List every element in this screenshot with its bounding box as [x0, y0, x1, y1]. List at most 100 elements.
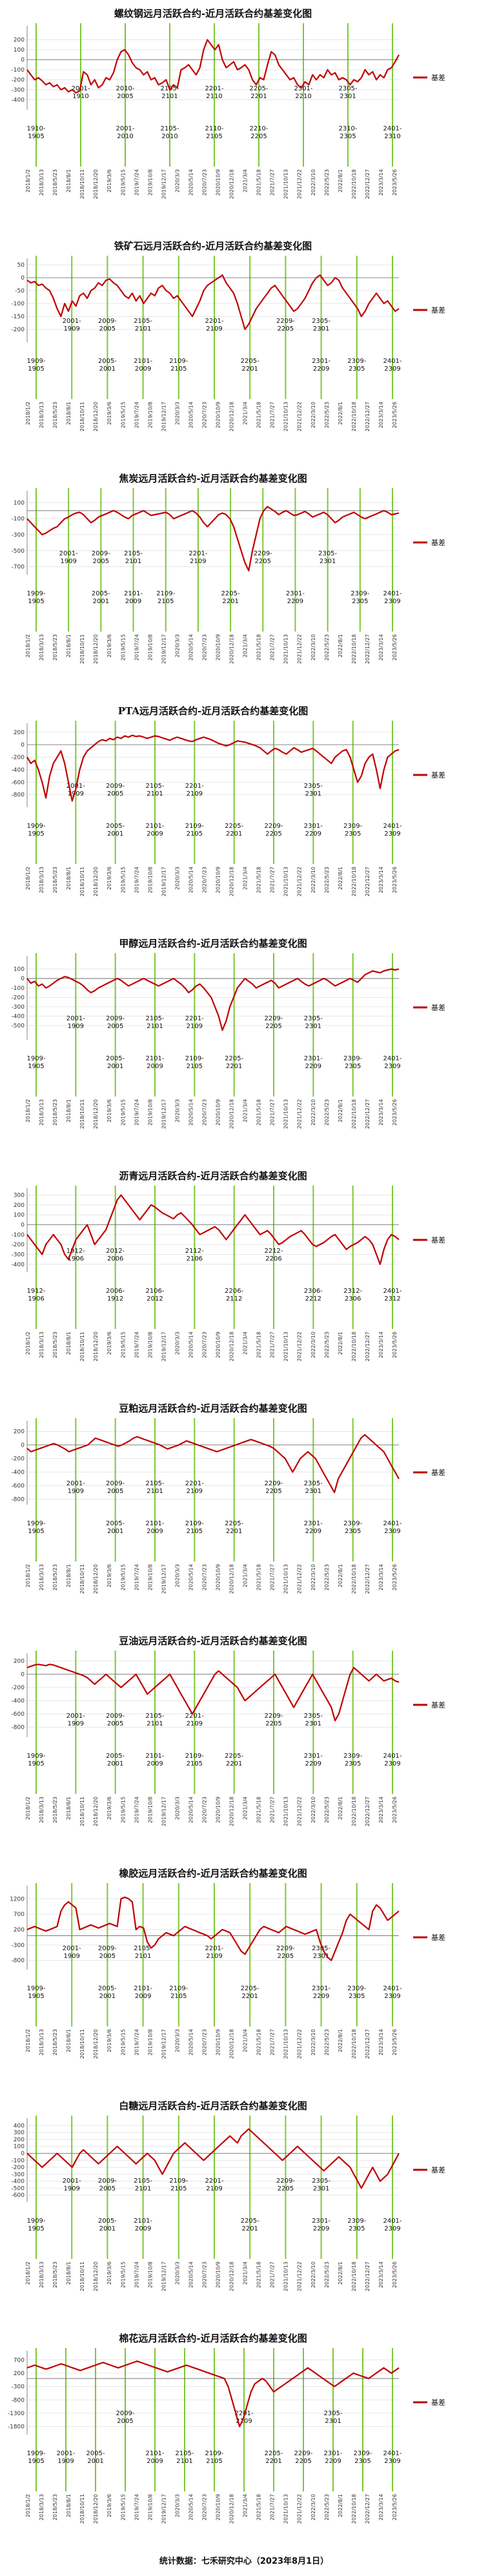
y-tick-label: -600	[12, 2192, 25, 2199]
x-tick-label: 2020/7/23	[201, 2029, 207, 2056]
y-tick-label: -300	[12, 532, 25, 539]
x-tick-label: 2022/3/10	[310, 634, 316, 661]
x-tick-label: 2021/10/13	[283, 867, 289, 896]
contract-label: 2109-2105	[185, 823, 204, 838]
x-tick-label: 2018/1/2	[25, 1099, 31, 1122]
y-tick-label: -200	[12, 2165, 25, 2171]
x-tick-label: 2020/12/18	[229, 2029, 235, 2059]
y-tick-label: -600	[12, 1711, 25, 1718]
x-tick-label: 2021/10/13	[283, 169, 289, 199]
y-tick-label: -400	[12, 1470, 25, 1476]
x-tick-label: 2020/5/14	[188, 402, 194, 428]
x-tick-label: 2022/8/1	[338, 1099, 343, 1122]
y-tick-label: -400	[12, 1262, 25, 1268]
series-line	[26, 506, 400, 572]
x-tick-label: 2022/12/27	[365, 169, 371, 199]
x-tick-label: 2019/5/15	[120, 1332, 126, 1358]
contract-label: 2001-1909	[63, 1945, 81, 1960]
contract-label: 2205-2201	[225, 1753, 243, 1767]
contract-label: 2005-2001	[106, 1753, 125, 1767]
x-tick-label: 2022/3/10	[310, 402, 316, 428]
x-tick-label: 2020/3/3	[174, 1099, 180, 1122]
chart-title: 橡胶远月活跃合约-近月活跃合约基差变化图	[119, 1868, 307, 1879]
contract-label: 2101-2009	[145, 1055, 164, 1070]
x-tick-label: 2021/5/18	[256, 1099, 262, 1126]
chart-panel: 豆粕远月活跃合约-近月活跃合约基差变化图 200 0 -200 -400 -600 -800…	[12, 1403, 445, 1594]
y-tick-label: -100	[12, 516, 25, 522]
x-tick-label: 2018/8/1	[66, 169, 72, 192]
x-tick-label: 2019/3/6	[107, 2029, 112, 2052]
x-tick-label: 2023/3/14	[378, 634, 384, 661]
x-tick-label: 2020/3/3	[174, 2029, 180, 2052]
y-tick-label: -800	[12, 2397, 25, 2404]
contract-label: 2301-2209	[304, 1753, 323, 1767]
contract-label: 2001-1909	[66, 1713, 85, 1727]
x-tick-label: 2019/5/15	[120, 1099, 126, 1126]
contract-label: 1909-1905	[26, 1520, 45, 1535]
contract-label: 1910-1905	[26, 125, 45, 140]
y-tick-label: 0	[21, 57, 25, 64]
x-tick-label: 2020/10/9	[216, 402, 221, 428]
contract-label: 2305-2301	[304, 783, 323, 798]
y-tick-label: 200	[14, 1927, 25, 1933]
x-tick-label: 2023/3/14	[378, 169, 384, 196]
y-tick-label: -500	[12, 548, 25, 555]
x-tick-label: 2018/10/11	[79, 1797, 85, 1826]
x-tick-label: 2019/3/6	[107, 2262, 112, 2285]
x-tick-label: 2021/7/27	[270, 634, 276, 661]
x-tick-label: 2022/12/27	[365, 2029, 371, 2059]
contract-label: 2209-2205	[254, 550, 272, 565]
x-tick-label: 2021/10/13	[283, 1332, 289, 1361]
x-tick-label: 2022/12/27	[365, 1332, 371, 1361]
x-tick-label: 2021/7/27	[270, 169, 276, 196]
chart-panel: 甲醇远月活跃合约-近月活跃合约基差变化图 100 0 -100 -200 -300 -400…	[12, 938, 445, 1129]
x-tick-label: 2022/8/1	[338, 1797, 343, 1820]
x-tick-label: 2019/5/15	[120, 2494, 126, 2520]
x-tick-label: 2021/10/13	[283, 2029, 289, 2059]
contract-label: 1912-1906	[66, 1248, 85, 1262]
contract-label: 2101-2009	[145, 2450, 164, 2465]
x-tick-label: 2018/5/23	[52, 1564, 58, 1591]
x-tick-label: 2022/10/18	[351, 169, 357, 199]
y-tick-label: 200	[14, 730, 25, 736]
legend-label: 基差	[431, 73, 445, 82]
contract-label: 2401-2309	[383, 1055, 402, 1070]
y-tick-label: -300	[12, 87, 25, 94]
y-tick-label: 700	[14, 2357, 25, 2364]
x-tick-label: 2021/7/27	[270, 1332, 276, 1358]
y-tick-label: -100	[12, 1232, 25, 1239]
chart-title: 焦炭远月活跃合约-近月活跃合约基差变化图	[118, 473, 307, 484]
x-tick-label: 2020/3/3	[174, 1797, 180, 1820]
x-tick-label: 2021/5/18	[256, 867, 262, 893]
x-tick-label: 2018/5/23	[52, 169, 58, 196]
x-tick-label: 2021/7/27	[270, 2262, 276, 2288]
chart-panel: 焦炭远月活跃合约-近月活跃合约基差变化图 100 -100 -300 -500 -700 1…	[12, 473, 445, 664]
x-tick-label: 2019/7/24	[134, 1797, 139, 1823]
y-tick-label: -800	[12, 1958, 25, 1964]
x-tick-label: 2019/3/6	[107, 1099, 112, 1122]
x-tick-label: 2022/8/1	[338, 2494, 343, 2517]
x-tick-label: 2020/10/9	[216, 634, 221, 661]
x-tick-label: 2020/10/9	[216, 1332, 221, 1358]
x-tick-label: 2019/5/15	[120, 867, 126, 893]
series-line	[26, 968, 400, 1031]
x-tick-label: 2023/5/26	[392, 2494, 398, 2520]
chart-panel: 沥青远月活跃合约-近月活跃合约基差变化图 300 200 100 0 -100 -200 -3…	[12, 1170, 445, 1361]
contract-label: 2301-2209	[304, 1055, 323, 1070]
x-tick-label: 2019/10/8	[147, 2262, 153, 2288]
legend-label: 基差	[431, 2165, 445, 2174]
y-tick-label: 100	[14, 1212, 25, 1219]
contract-label: 2105-2101	[145, 1480, 164, 1495]
contract-label: 2209-2205	[276, 318, 295, 333]
y-tick-label: -300	[12, 2384, 25, 2391]
y-tick-label: -100	[12, 301, 25, 307]
x-tick-label: 2018/3/13	[39, 634, 45, 661]
x-tick-label: 2022/5/23	[324, 1099, 330, 1126]
x-tick-label: 2021/5/18	[256, 2494, 262, 2520]
contract-label: 2109-2105	[185, 1520, 204, 1535]
x-tick-label: 2018/12/20	[93, 2262, 99, 2291]
x-tick-label: 2021/3/4	[243, 2494, 249, 2517]
y-tick-label: -100	[12, 67, 25, 74]
contract-label: 2401-2309	[383, 2218, 402, 2232]
x-tick-label: 2018/1/2	[25, 1332, 31, 1355]
